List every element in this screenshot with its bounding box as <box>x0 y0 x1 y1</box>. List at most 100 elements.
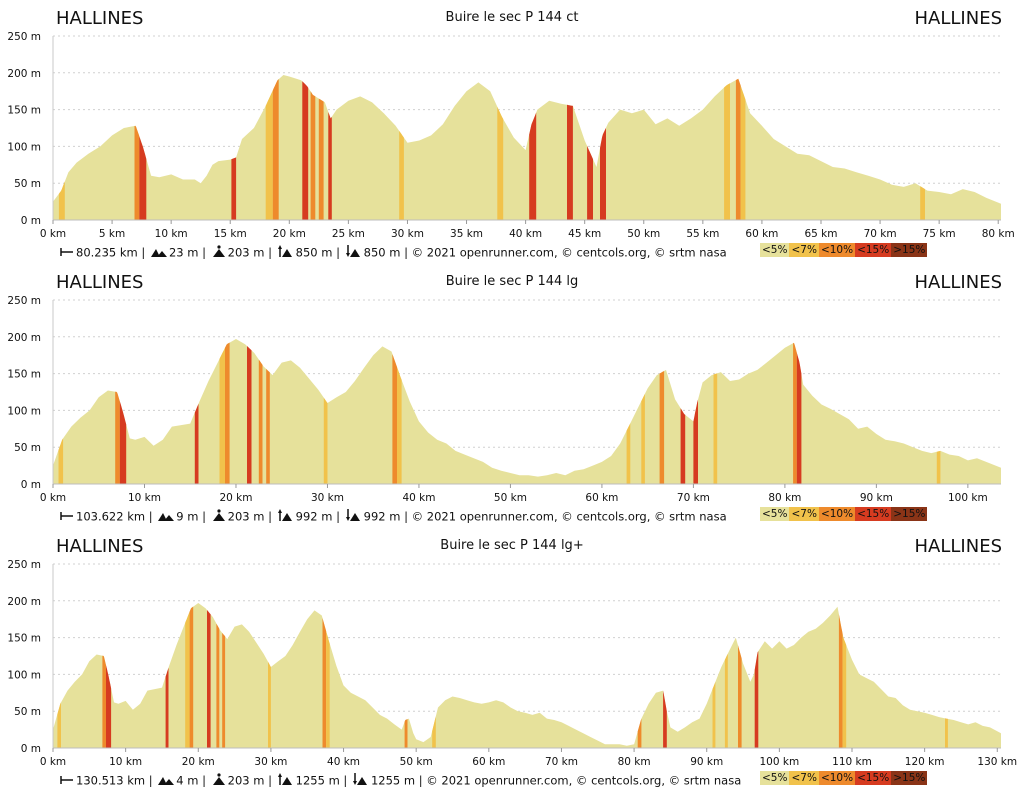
x-tick-label: 110 km <box>832 756 872 768</box>
steep-grade-segment <box>318 98 324 220</box>
legend-lt15: <15% <box>855 243 892 257</box>
stat-min-altitude: 23 m <box>168 245 199 260</box>
steep-grade-segment <box>936 450 941 484</box>
x-tick-label: 70 km <box>677 492 710 504</box>
steep-grade-segment <box>567 104 573 220</box>
steep-grade-segment <box>738 645 742 748</box>
x-tick-label: 80 km <box>618 756 651 768</box>
y-tick-label: 50 m <box>14 178 41 190</box>
steep-grade-segment <box>399 130 404 220</box>
stat-distance: 80.235 km <box>76 245 138 260</box>
descent-icon <box>345 245 362 260</box>
elevation-area <box>53 339 1001 484</box>
x-tick-label: 90 km <box>860 492 893 504</box>
steep-grade-segment <box>302 81 309 220</box>
x-tick-label: 40 km <box>402 492 435 504</box>
y-tick-label: 50 m <box>14 706 41 718</box>
max-altitude-icon <box>212 509 226 524</box>
steep-grade-segment <box>247 345 252 484</box>
x-tick-label: 10 km <box>155 228 188 240</box>
x-tick-label: 50 km <box>400 756 433 768</box>
y-tick-label: 250 m <box>7 31 41 43</box>
x-tick-label: 120 km <box>905 756 945 768</box>
ascent-icon <box>277 509 294 524</box>
stat-max-altitude: 203 m <box>227 509 265 524</box>
x-tick-label: 50 km <box>494 492 527 504</box>
steep-grade-segment <box>272 79 279 220</box>
steep-grade-segment <box>404 719 408 748</box>
legend-lt15: <15% <box>855 507 892 521</box>
legend-lt7: <7% <box>789 507 819 521</box>
elevation-area <box>53 75 1001 220</box>
steep-grade-segment <box>265 90 273 220</box>
steep-grade-segment <box>266 368 270 484</box>
stat-descent: 992 m <box>363 509 401 524</box>
grade-legend: <5% <7% <10% <15% >15% <box>760 243 928 257</box>
steep-grade-segment <box>920 186 925 220</box>
y-tick-label: 0 m <box>21 479 41 491</box>
start-location: HALLINES <box>56 272 144 293</box>
x-tick-label: 40 km <box>509 228 542 240</box>
x-tick-label: 40 km <box>327 756 360 768</box>
stat-distance: 130.513 km <box>76 773 146 788</box>
profile-panel-2: HALLINES Buire le sec P 144 lg HALLINES … <box>0 264 1024 528</box>
route-stats: 80.235 km | 23 m | 203 m | 850 m | 850 m… <box>58 245 727 260</box>
steep-grade-segment <box>600 127 606 220</box>
x-tick-label: 50 km <box>627 228 660 240</box>
y-tick-label: 100 m <box>7 405 41 417</box>
x-tick-label: 65 km <box>804 228 837 240</box>
x-tick-label: 20 km <box>219 492 252 504</box>
y-tick-label: 250 m <box>7 295 41 307</box>
distance-icon <box>60 774 74 788</box>
end-location: HALLINES <box>914 272 1002 293</box>
elevation-chart: 0 m 50 m 100 m 150 m 200 m 250 m 0 km 10 km 20 k… <box>7 295 1001 504</box>
max-altitude-icon <box>212 245 226 260</box>
steep-grade-segment <box>225 342 230 484</box>
legend-lt10: <10% <box>818 243 856 257</box>
stat-ascent: 992 m <box>295 509 333 524</box>
steep-grade-segment <box>842 633 847 748</box>
y-tick-label: 100 m <box>7 141 41 153</box>
steep-grade-segment <box>268 661 271 748</box>
steep-grade-segment <box>663 690 667 748</box>
x-tick-label: 70 km <box>864 228 897 240</box>
steep-grade-segment <box>641 393 645 484</box>
x-tick-label: 25 km <box>332 228 365 240</box>
y-tick-label: 0 m <box>21 215 41 227</box>
y-tick-label: 200 m <box>7 332 41 344</box>
y-tick-label: 50 m <box>14 442 41 454</box>
steep-grade-segment <box>680 408 686 484</box>
route-stats: 130.513 km | 4 m | 203 m | 1255 m | 1255… <box>58 773 741 788</box>
descent-icon <box>345 509 362 524</box>
x-tick-label: 0 km <box>40 756 66 768</box>
end-location: HALLINES <box>914 8 1002 29</box>
y-tick-label: 200 m <box>7 68 41 80</box>
steep-grade-segment <box>712 681 716 748</box>
legend-lt5: <5% <box>760 771 790 785</box>
x-tick-label: 35 km <box>450 228 483 240</box>
steep-grade-segment <box>626 423 631 484</box>
steep-grade-segment <box>231 157 237 220</box>
route-stats: 103.622 km | 9 m | 203 m | 992 m | 992 m… <box>58 509 727 524</box>
grade-legend: <5% <7% <10% <15% >15% <box>760 771 928 785</box>
x-tick-label: 80 km <box>768 492 801 504</box>
stat-min-altitude: 4 m <box>176 773 199 788</box>
x-tick-label: 45 km <box>568 228 601 240</box>
steep-grade-segment <box>207 609 211 748</box>
steep-grade-segment <box>222 632 226 748</box>
y-tick-label: 150 m <box>7 369 41 381</box>
y-tick-label: 100 m <box>7 669 41 681</box>
steep-grade-segment <box>189 606 194 748</box>
x-tick-label: 55 km <box>686 228 719 240</box>
stat-descent: 850 m <box>363 245 401 260</box>
steep-grade-segment <box>165 667 169 748</box>
x-tick-label: 60 km <box>745 228 778 240</box>
y-tick-label: 150 m <box>7 633 41 645</box>
max-altitude-icon <box>212 773 226 788</box>
steep-grade-segment <box>57 702 61 748</box>
x-tick-label: 80 km <box>982 228 1015 240</box>
min-altitude-icon <box>158 774 175 788</box>
credits: © 2021 openrunner.com, © centcols.org, ©… <box>411 245 727 260</box>
x-tick-label: 130 km <box>977 756 1017 768</box>
x-tick-label: 100 km <box>760 756 800 768</box>
